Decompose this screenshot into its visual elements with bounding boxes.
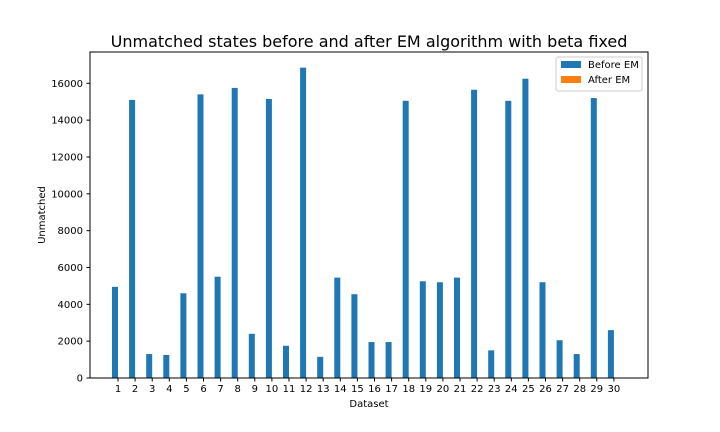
y-axis: 0 2000 4000 6000 8000 10000 12000 14000 16000 bbox=[51, 79, 90, 385]
x-tick-label: 20 bbox=[437, 384, 450, 395]
bar-before-em-16 bbox=[368, 342, 375, 378]
x-tick-label: 9 bbox=[252, 384, 258, 395]
plot-frame bbox=[89, 51, 649, 379]
legend-label-before-em: Before EM bbox=[588, 60, 639, 71]
legend-label-after-em: After EM bbox=[588, 75, 630, 86]
x-tick-label: 19 bbox=[419, 384, 432, 395]
bar-before-em-19 bbox=[419, 281, 426, 378]
bar-before-em-15 bbox=[351, 294, 358, 378]
bar-before-em-18 bbox=[402, 100, 409, 378]
x-tick-label: 3 bbox=[149, 384, 155, 395]
bar-before-em-6 bbox=[197, 94, 204, 379]
x-tick-label: 14 bbox=[334, 384, 347, 395]
x-tick-label: 22 bbox=[471, 384, 484, 395]
plot-area bbox=[112, 67, 614, 379]
x-tick-label: 12 bbox=[300, 384, 313, 395]
bar-before-em-22 bbox=[471, 89, 478, 378]
bar-before-em-13 bbox=[317, 356, 324, 378]
bar-before-em-23 bbox=[488, 350, 495, 378]
bar-before-em-3 bbox=[146, 354, 153, 378]
bar-before-em-1 bbox=[112, 286, 118, 378]
y-tick-label: 14000 bbox=[51, 116, 83, 127]
x-tick-label: 21 bbox=[454, 384, 467, 395]
x-tick-label: 13 bbox=[317, 384, 330, 395]
x-tick-label: 30 bbox=[608, 384, 621, 395]
x-tick-label: 6 bbox=[200, 384, 206, 395]
x-tick-label: 24 bbox=[505, 384, 518, 395]
y-tick-label: 10000 bbox=[51, 189, 83, 200]
x-tick-label: 11 bbox=[283, 384, 296, 395]
x-tick-label: 27 bbox=[556, 384, 569, 395]
x-tick-label: 7 bbox=[217, 384, 223, 395]
x-tick-label: 8 bbox=[235, 384, 241, 395]
x-tick-label: 23 bbox=[488, 384, 501, 395]
bar-before-em-17 bbox=[385, 342, 392, 378]
y-tick-label: 2000 bbox=[58, 337, 83, 348]
x-tick-label: 17 bbox=[385, 384, 398, 395]
y-tick-label: 12000 bbox=[51, 152, 83, 163]
chart-title: Unmatched states before and after EM alg… bbox=[111, 32, 628, 51]
bar-before-em-28 bbox=[573, 354, 580, 378]
bar-before-em-11 bbox=[283, 345, 289, 378]
x-tick-label: 2 bbox=[132, 384, 138, 395]
bar-before-em-30 bbox=[607, 330, 614, 378]
bar-before-em-14 bbox=[334, 277, 341, 378]
x-tick-label: 16 bbox=[368, 384, 381, 395]
y-tick-label: 4000 bbox=[58, 300, 83, 311]
x-tick-label: 10 bbox=[266, 384, 279, 395]
x-tick-label: 1 bbox=[115, 384, 121, 395]
legend-swatch-before-em bbox=[561, 61, 581, 68]
bar-before-em-4 bbox=[163, 354, 170, 378]
bar-before-em-5 bbox=[180, 293, 187, 378]
x-tick-label: 25 bbox=[522, 384, 535, 395]
bar-before-em-27 bbox=[556, 340, 563, 378]
bar-before-em-26 bbox=[539, 282, 546, 378]
bar-before-em-9 bbox=[248, 333, 255, 378]
x-axis: 1 2 3 4 5 6 7 8 9 10 11 12 13 14 15 16 17 18 19 20 21 22 23 24 2… bbox=[115, 378, 620, 395]
bar-before-em-29 bbox=[590, 98, 597, 379]
x-tick-label: 26 bbox=[539, 384, 552, 395]
x-tick-label: 28 bbox=[573, 384, 586, 395]
y-axis-label: Unmatched bbox=[37, 186, 48, 244]
bar-before-em-20 bbox=[436, 282, 443, 378]
bar-before-em-8 bbox=[231, 87, 238, 379]
x-tick-label: 5 bbox=[183, 384, 189, 395]
x-tick-label: 29 bbox=[590, 384, 603, 395]
y-tick-label: 6000 bbox=[58, 263, 83, 274]
y-tick-label: 8000 bbox=[58, 226, 83, 237]
legend: Before EM After EM bbox=[555, 56, 643, 92]
bar-before-em-12 bbox=[300, 67, 307, 378]
bar-before-em-25 bbox=[522, 78, 529, 379]
x-tick-label: 18 bbox=[402, 384, 415, 395]
x-tick-label: 4 bbox=[166, 384, 172, 395]
legend-swatch-after-em bbox=[561, 76, 581, 83]
bar-before-em-24 bbox=[505, 100, 512, 378]
x-axis-label: Dataset bbox=[349, 399, 388, 410]
y-tick-label: 0 bbox=[77, 374, 83, 385]
x-tick-label: 15 bbox=[351, 384, 364, 395]
y-tick-label: 16000 bbox=[51, 79, 83, 90]
bar-before-em-10 bbox=[265, 98, 272, 378]
bar-before-em-21 bbox=[454, 277, 460, 378]
bar-before-em-7 bbox=[214, 276, 221, 378]
bar-before-em-2 bbox=[129, 99, 136, 378]
